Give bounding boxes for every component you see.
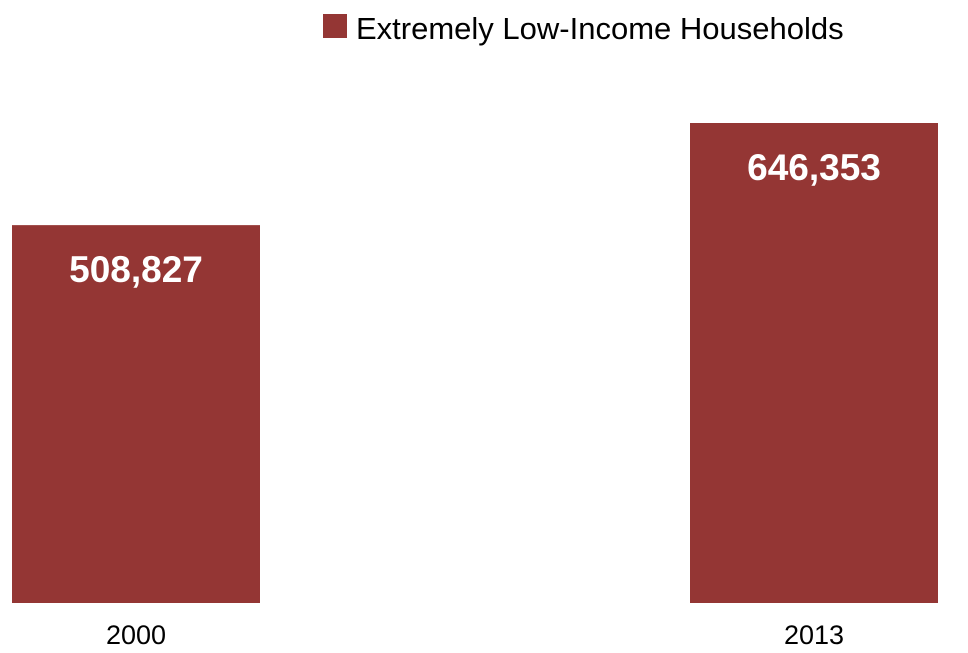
bar-2013 bbox=[690, 123, 938, 603]
x-tick-2000: 2000 bbox=[106, 620, 166, 650]
legend: Extremely Low-Income Households bbox=[323, 11, 844, 46]
legend-label: Extremely Low-Income Households bbox=[356, 11, 844, 46]
x-tick-2013: 2013 bbox=[784, 620, 844, 650]
data-label-2013: 646,353 bbox=[747, 147, 881, 188]
data-label-2000: 508,827 bbox=[69, 249, 203, 290]
bar-2000 bbox=[12, 225, 260, 604]
bars-group: 508,827 646,353 bbox=[12, 123, 938, 604]
x-axis-ticks: 2000 2013 bbox=[106, 620, 844, 650]
legend-swatch bbox=[323, 14, 347, 38]
